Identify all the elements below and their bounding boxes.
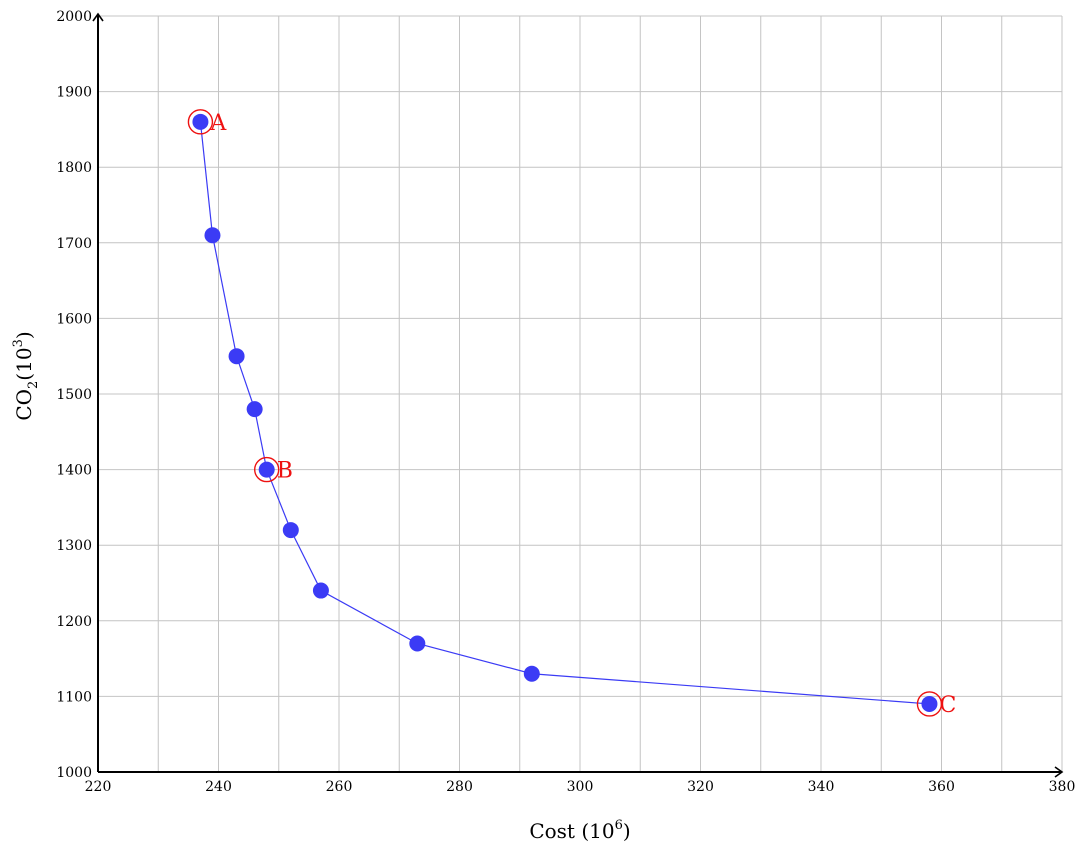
highlighted-points: A B C: [187, 109, 956, 718]
y-tick-label: 1100: [56, 689, 92, 705]
y-tick-label: 1800: [56, 160, 92, 176]
data-point: [258, 461, 275, 478]
data-point: [921, 695, 938, 712]
x-tick-label: 300: [567, 779, 594, 795]
data-point: [409, 635, 426, 652]
y-tick-label: 2000: [56, 9, 92, 25]
point-label-b: B: [277, 459, 293, 484]
x-tick-label: 320: [687, 779, 714, 795]
x-tick-label: 380: [1049, 779, 1076, 795]
y-tick-labels: 1000 1100 1200 1300 1400 1500 1600 1700 1800 1900…: [56, 9, 92, 781]
series: [192, 113, 938, 712]
highlight-ring: [254, 456, 280, 483]
data-point: [246, 401, 263, 418]
y-axis-arrow: [92, 12, 104, 22]
axes: [92, 12, 1064, 778]
data-point: [312, 582, 329, 599]
data-point: [523, 665, 540, 682]
y-axis-title: CO2(103): [11, 331, 41, 420]
data-point: [282, 522, 299, 539]
y-tick-label: 1600: [56, 311, 92, 327]
y-tick-label: 1500: [56, 387, 92, 403]
x-tick-label: 240: [205, 779, 232, 795]
x-axis-arrow: [1054, 766, 1064, 778]
y-tick-label: 1000: [56, 765, 92, 781]
data-point: [228, 348, 245, 365]
x-tick-label: 280: [446, 779, 473, 795]
x-tick-label: 360: [928, 779, 955, 795]
point-label-c: C: [939, 693, 956, 718]
point-label-a: A: [209, 111, 227, 136]
highlight-ring: [916, 691, 943, 717]
y-tick-label: 1900: [56, 85, 92, 101]
data-point: [192, 113, 209, 130]
x-axis-title: Cost (106): [529, 818, 630, 843]
highlight-ring: [187, 109, 214, 135]
y-tick-label: 1400: [56, 463, 92, 479]
y-tick-label: 1300: [56, 538, 92, 554]
x-tick-label: 340: [808, 779, 835, 795]
y-tick-label: 1700: [56, 236, 92, 252]
x-tick-label: 220: [85, 779, 112, 795]
y-tick-label: 1200: [56, 614, 92, 630]
grid: [98, 15, 1063, 772]
x-tick-labels: 220 240 260 280 300 320 340 360 380: [85, 779, 1076, 795]
x-tick-label: 260: [326, 779, 353, 795]
series-line: [199, 121, 930, 705]
data-point: [204, 227, 221, 244]
